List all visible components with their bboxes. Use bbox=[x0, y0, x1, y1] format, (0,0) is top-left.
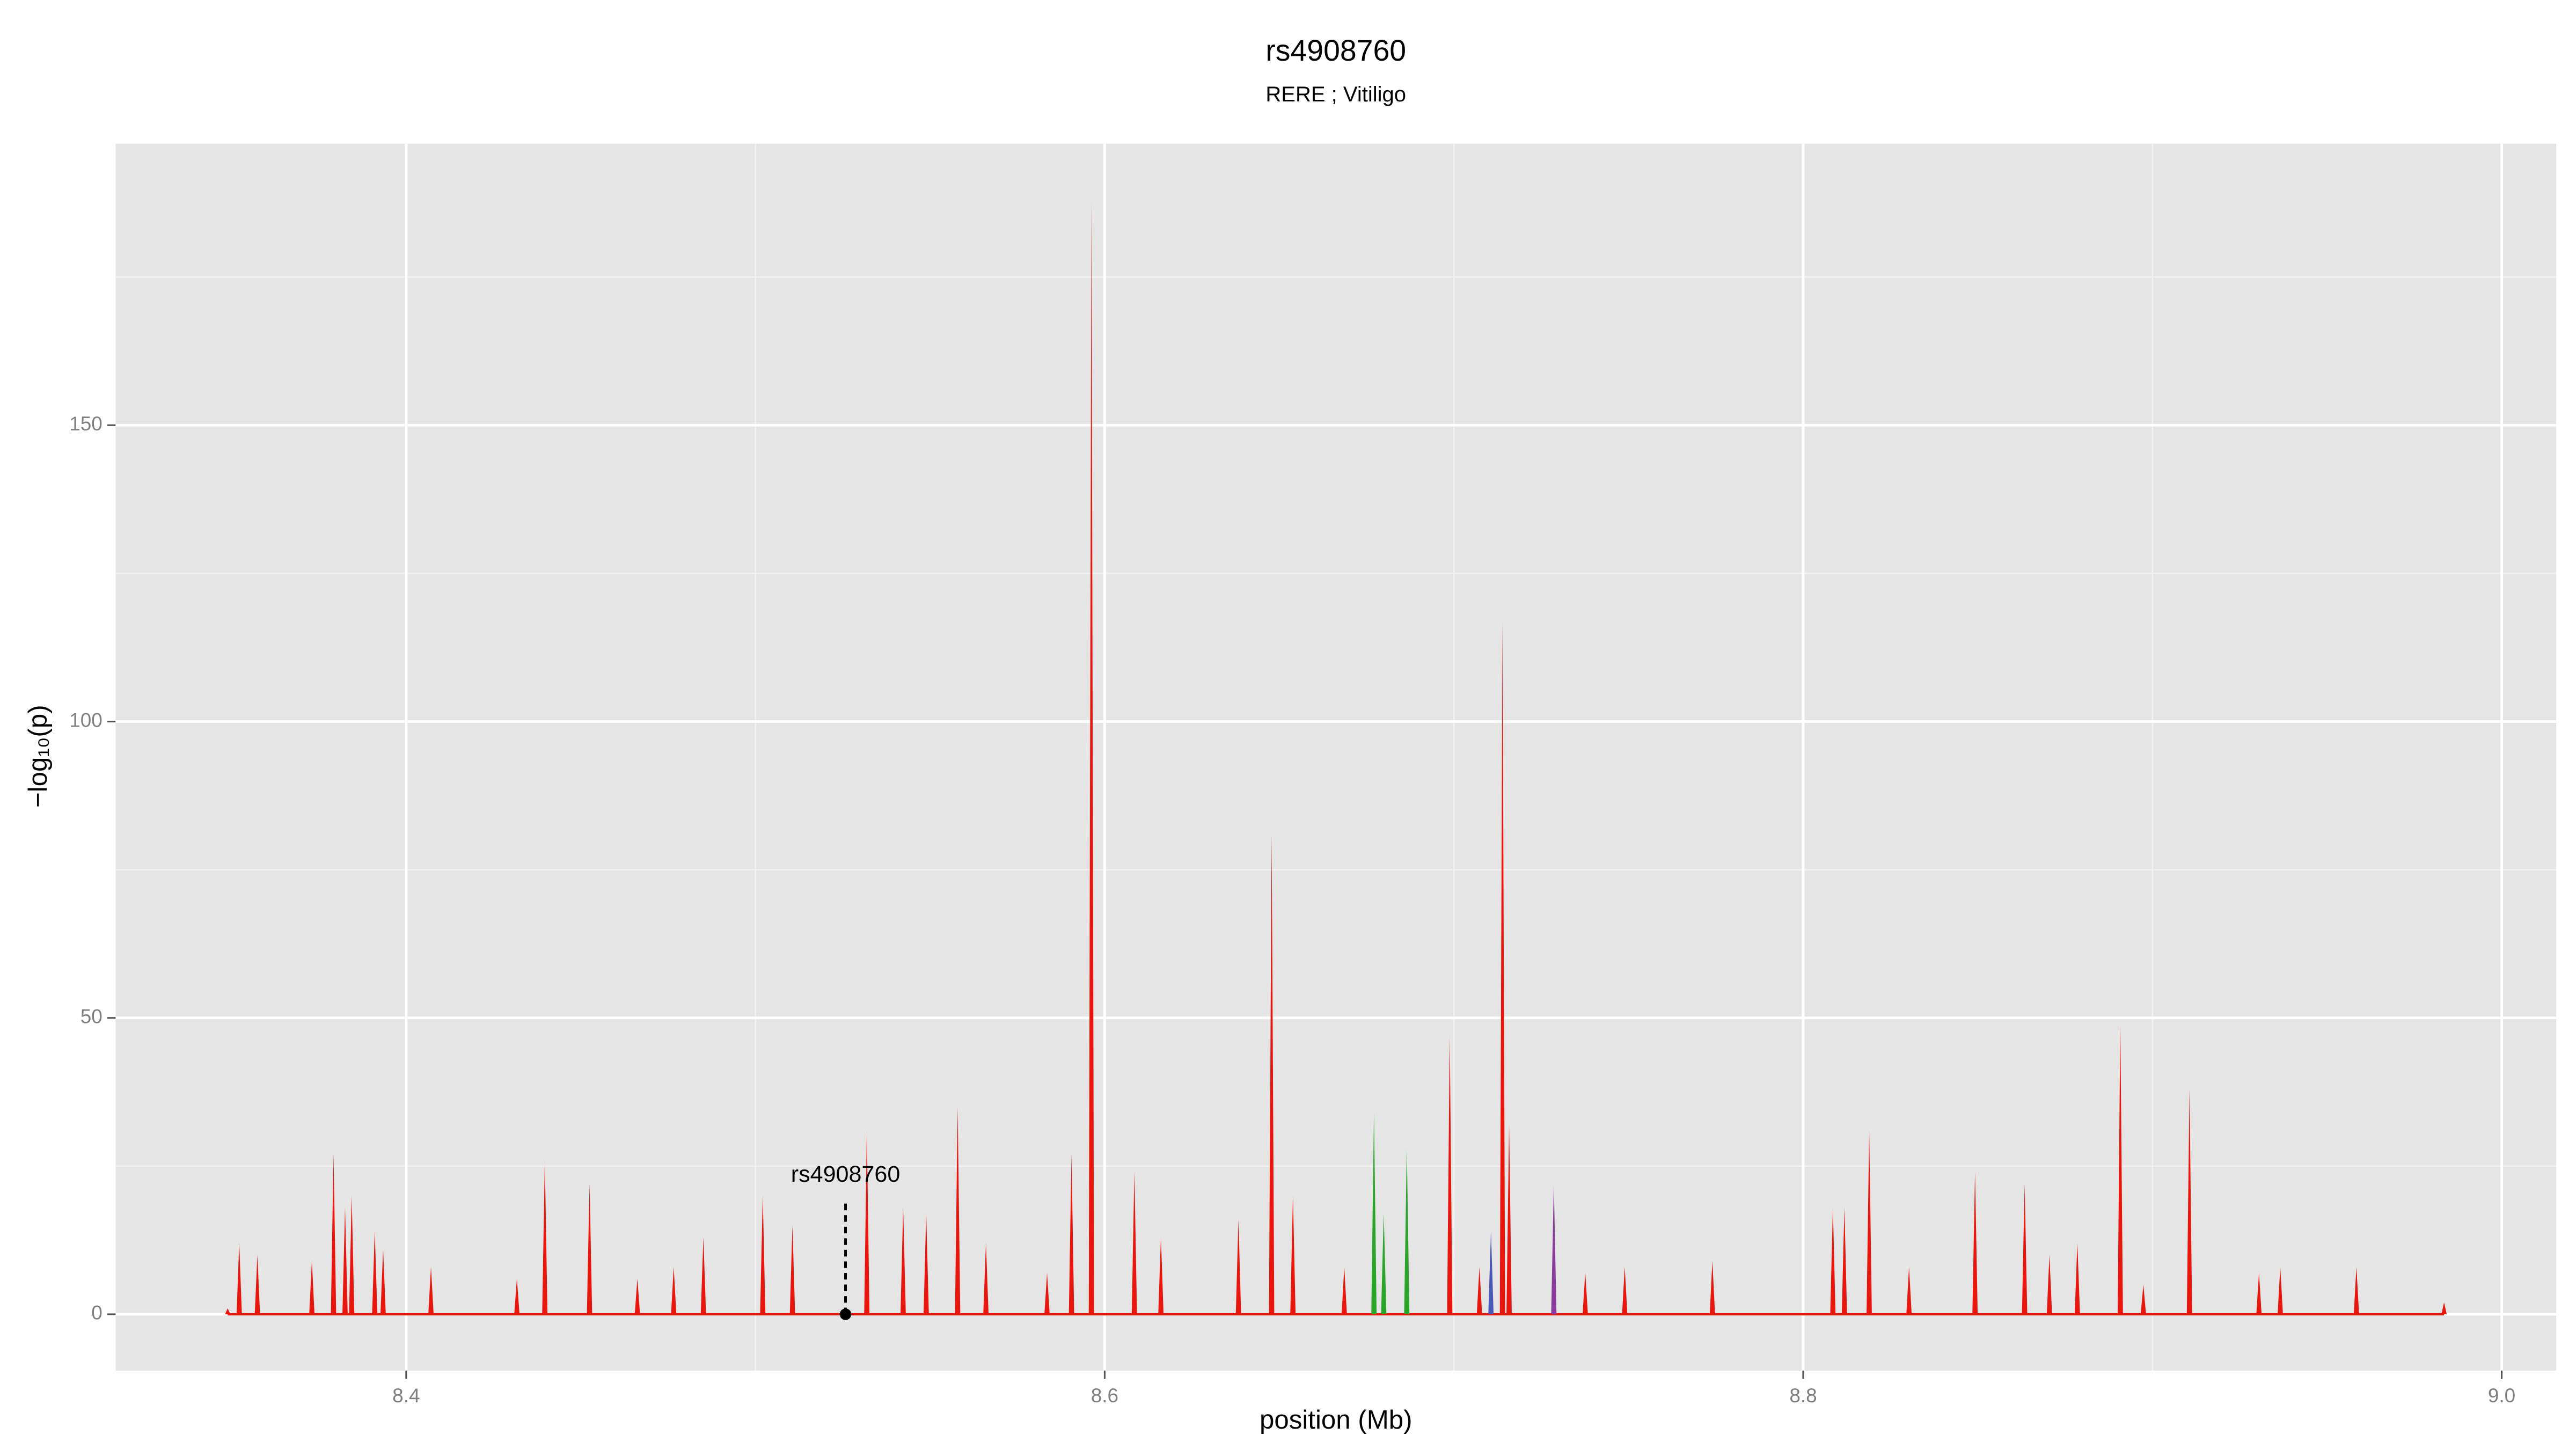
spike bbox=[1371, 1113, 1377, 1314]
spike bbox=[1341, 1267, 1347, 1314]
spike bbox=[331, 1154, 336, 1314]
spike bbox=[1830, 1208, 1836, 1314]
chart-title: rs4908760 bbox=[1265, 34, 1406, 67]
spike bbox=[2256, 1272, 2262, 1314]
spike bbox=[983, 1243, 989, 1314]
spike bbox=[428, 1267, 434, 1314]
spike bbox=[955, 1107, 961, 1314]
spike bbox=[1269, 834, 1275, 1314]
spike bbox=[1972, 1172, 1978, 1314]
spike bbox=[1290, 1196, 1296, 1314]
spike bbox=[2074, 1243, 2080, 1314]
spike bbox=[1447, 1035, 1453, 1314]
spike bbox=[900, 1208, 906, 1314]
spike bbox=[1404, 1148, 1410, 1314]
y-tick-label: 100 bbox=[69, 709, 103, 731]
spike bbox=[1841, 1208, 1847, 1314]
annotation-point bbox=[839, 1308, 852, 1320]
spike bbox=[1867, 1130, 1872, 1314]
spike bbox=[542, 1160, 548, 1314]
spike bbox=[700, 1237, 706, 1314]
spike bbox=[2140, 1284, 2146, 1314]
x-tick-label: 8.6 bbox=[1091, 1385, 1118, 1407]
spike bbox=[2046, 1255, 2052, 1314]
x-axis-label: position (Mb) bbox=[1260, 1405, 1412, 1435]
spike bbox=[1044, 1272, 1050, 1314]
spike bbox=[1158, 1237, 1164, 1314]
spike bbox=[236, 1243, 242, 1314]
spike bbox=[1069, 1154, 1074, 1314]
spike bbox=[671, 1267, 677, 1314]
spike bbox=[1381, 1213, 1387, 1314]
spike bbox=[1906, 1267, 1912, 1314]
spike bbox=[1476, 1267, 1482, 1314]
spike bbox=[1088, 200, 1094, 1314]
spike bbox=[634, 1278, 640, 1314]
y-tick-label: 150 bbox=[69, 413, 103, 435]
spike bbox=[2441, 1302, 2447, 1314]
spike bbox=[1582, 1272, 1588, 1314]
spike bbox=[2353, 1267, 2359, 1314]
y-axis-label: −log₁₀(p) bbox=[23, 705, 53, 808]
spike bbox=[1499, 620, 1505, 1314]
spike bbox=[372, 1231, 378, 1314]
spike bbox=[380, 1249, 386, 1314]
x-tick-label: 8.8 bbox=[1789, 1385, 1817, 1407]
chart-subtitle: RERE ; Vitiligo bbox=[1265, 83, 1406, 106]
spike bbox=[254, 1255, 260, 1314]
spike bbox=[1235, 1219, 1241, 1314]
spike bbox=[514, 1278, 520, 1314]
spike bbox=[1709, 1261, 1715, 1314]
spike bbox=[342, 1208, 348, 1314]
spike bbox=[1506, 1124, 1512, 1314]
x-tick-label: 9.0 bbox=[2488, 1385, 2515, 1407]
spike bbox=[864, 1130, 870, 1314]
spike bbox=[2186, 1089, 2192, 1314]
marks bbox=[225, 200, 2447, 1316]
spike bbox=[2117, 1023, 2123, 1314]
annotation-label: rs4908760 bbox=[791, 1161, 901, 1187]
y-tick-label: 0 bbox=[91, 1302, 103, 1324]
spike bbox=[1131, 1172, 1137, 1314]
spike bbox=[760, 1196, 766, 1314]
spike bbox=[225, 1308, 231, 1314]
spike bbox=[923, 1213, 929, 1314]
spike bbox=[789, 1225, 795, 1314]
y-tick-label: 50 bbox=[80, 1005, 103, 1027]
x-tick-label: 8.4 bbox=[392, 1385, 420, 1407]
spike bbox=[587, 1183, 592, 1314]
spike bbox=[309, 1261, 315, 1314]
spike bbox=[1551, 1183, 1557, 1314]
spike bbox=[1488, 1231, 1494, 1314]
spike bbox=[1622, 1267, 1628, 1314]
spike bbox=[349, 1196, 355, 1314]
spike bbox=[2278, 1267, 2283, 1314]
spike bbox=[2022, 1183, 2028, 1314]
